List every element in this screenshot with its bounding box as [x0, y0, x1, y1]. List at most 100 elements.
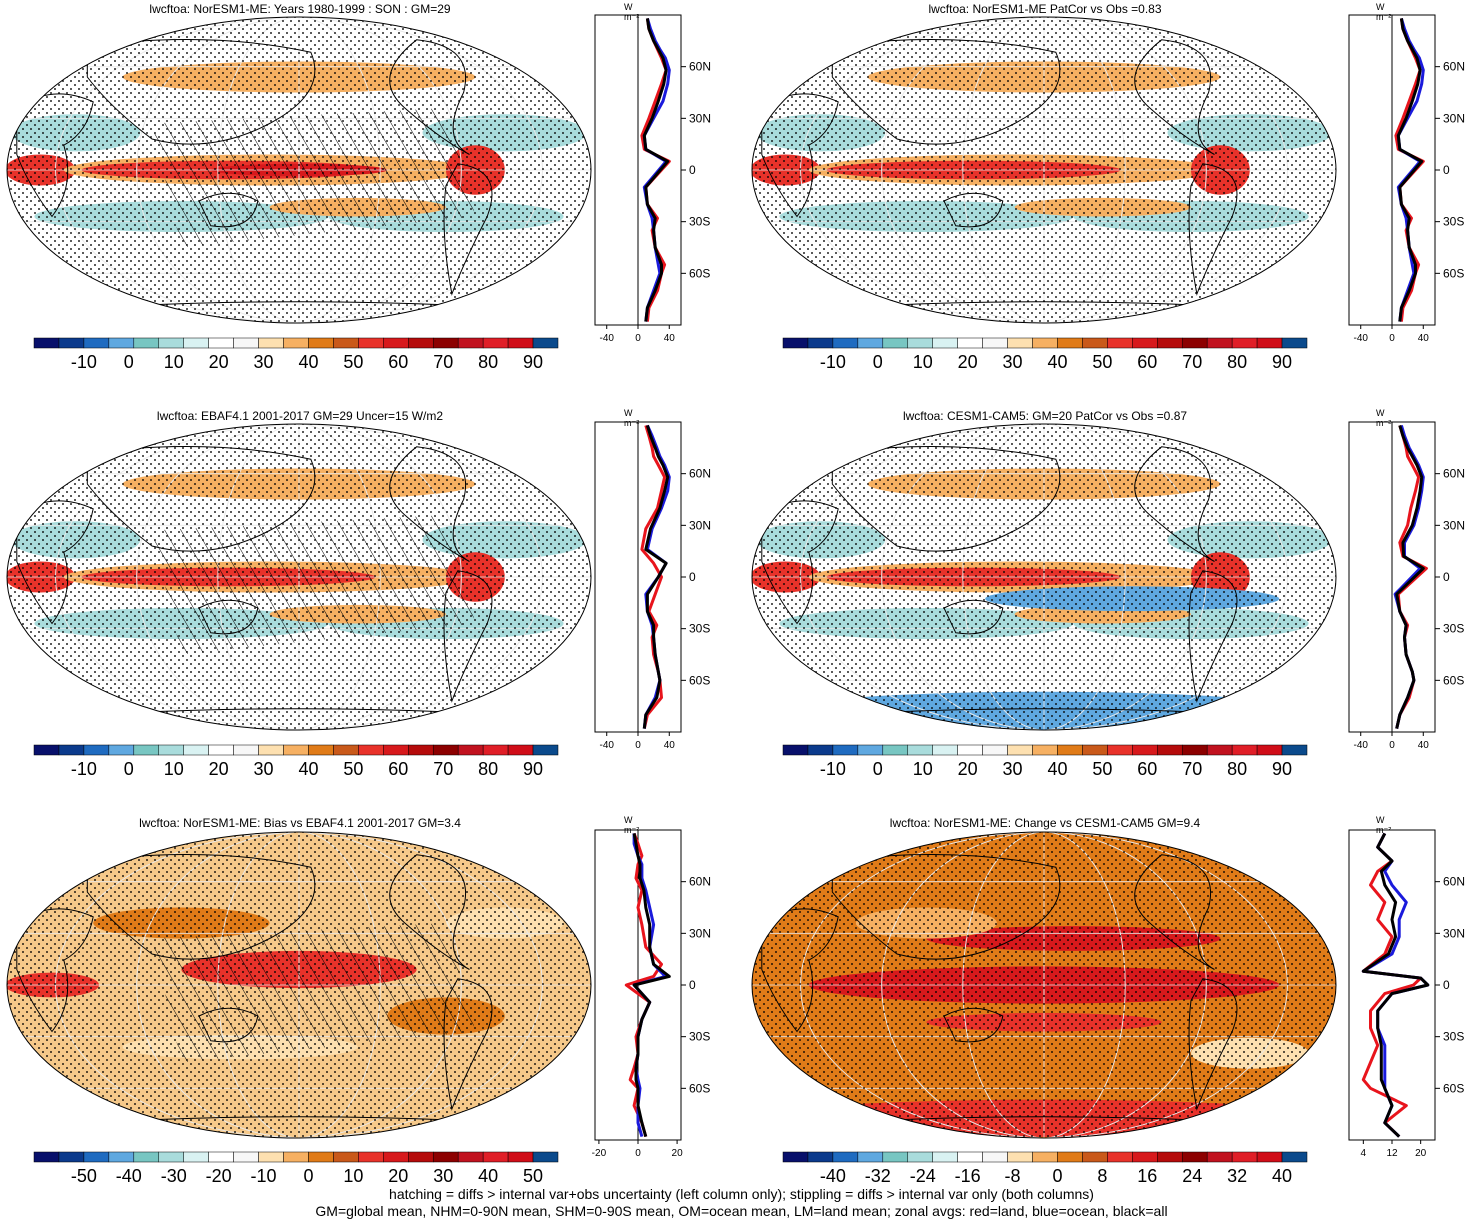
colorbar-tick-label: 20 [208, 759, 229, 779]
map [6, 831, 592, 1139]
colorbar-tick-label: 80 [478, 759, 499, 779]
colorbar-swatch [183, 744, 209, 756]
colorbar-tick-label: 30 [253, 352, 274, 372]
colorbar-tick-label: 40 [298, 352, 319, 372]
x-tick-label: 0 [635, 333, 641, 344]
land-outline [1188, 163, 1238, 296]
y-tick-label: 60N [1443, 467, 1465, 481]
colorbar-tick-label: 0 [303, 1166, 314, 1186]
y-tick-label: 30S [1443, 215, 1464, 229]
stippling [752, 832, 1336, 1138]
x-tick-label: 20 [1415, 1148, 1427, 1159]
x-tick-label: 0 [635, 740, 641, 751]
colorbar-swatch [1057, 1151, 1083, 1163]
colorbar-tick-label: 60 [1137, 759, 1158, 779]
colorbar-swatch [283, 1151, 309, 1163]
colorbar-tick-label: -40 [115, 1166, 142, 1186]
colorbar-swatch [1231, 337, 1258, 349]
y-tick-label: 30N [1443, 518, 1465, 532]
land-outline [443, 163, 493, 296]
y-tick-label: 30S [1443, 622, 1464, 636]
zonal-unit: W m⁻² [1376, 2, 1392, 22]
land-outline [198, 599, 259, 635]
x-tick-label: 40 [1418, 333, 1430, 344]
land-outline [198, 1007, 259, 1043]
colorbar-swatch [1206, 744, 1233, 756]
colorbar-tick-label: 50 [1092, 759, 1113, 779]
colorbar-swatch [1082, 337, 1108, 349]
colorbar-tick-label: 20 [957, 759, 978, 779]
y-tick-label: 30N [1443, 926, 1465, 940]
colorbar-swatch [832, 1151, 859, 1163]
colorbar-swatch [932, 744, 958, 756]
y-tick-label: 0 [689, 570, 696, 584]
panel-title: lwcftoa: EBAF4.1 2001-2017 GM=29 Uncer=1… [156, 409, 444, 423]
colorbar-tick-label: -8 [1004, 1166, 1021, 1186]
colorbar-tick-label: -10 [70, 352, 97, 372]
colorbar-swatch [33, 1151, 60, 1163]
colorbar-swatch [932, 1151, 958, 1163]
y-tick-label: 60S [689, 1081, 710, 1095]
colorbar-swatch [1132, 337, 1158, 349]
colorbar-swatch [907, 337, 933, 349]
colorbar-tick-label: 40 [298, 759, 319, 779]
colorbar-tick-label: -40 [819, 1166, 846, 1186]
colorbar-swatch [283, 337, 309, 349]
colorbar-swatch [782, 337, 809, 349]
colorbar-swatch [1132, 1151, 1158, 1163]
y-tick-label: 30N [689, 518, 711, 532]
x-tick-label: 40 [664, 333, 676, 344]
map-border [6, 423, 592, 731]
colorbar-tick-label: 60 [1137, 352, 1158, 372]
zonal-line-black [1396, 18, 1424, 322]
colorbar-tick-label: -10 [70, 759, 97, 779]
colorbar [782, 744, 1308, 756]
colorbar-swatch [957, 744, 983, 756]
colorbar-swatch [258, 1151, 284, 1163]
colorbar-swatch [308, 337, 334, 349]
colorbar-tick-label: 10 [912, 759, 933, 779]
colorbar-tick-label: 90 [1272, 352, 1293, 372]
colorbar-tick-label: 30 [1002, 759, 1023, 779]
colorbar-tick-label: 10 [343, 1166, 364, 1186]
colorbar-swatch [83, 744, 110, 756]
colorbar-swatch [208, 1151, 234, 1163]
colorbar-swatch [457, 1151, 484, 1163]
colorbar-swatch [1032, 1151, 1058, 1163]
zonal-unit: W m⁻² [624, 2, 640, 22]
colorbar-tick-label: 90 [1272, 759, 1293, 779]
colorbar-swatch [932, 337, 958, 349]
hatching [152, 923, 476, 1063]
colorbar-swatch [1181, 744, 1208, 756]
colorbar [33, 744, 559, 756]
colorbar-swatch [857, 337, 884, 349]
y-tick-label: 60N [1443, 60, 1465, 74]
zonal-line-black [1361, 832, 1430, 1138]
colorbar-swatch [457, 744, 484, 756]
x-tick-label: 40 [1418, 740, 1430, 751]
colorbar-swatch [907, 1151, 933, 1163]
colorbar-swatch [1181, 1151, 1208, 1163]
y-tick-label: 30S [1443, 1030, 1464, 1044]
hatching [152, 515, 476, 655]
colorbar-swatch [283, 744, 309, 756]
y-tick-label: 30S [689, 622, 710, 636]
colorbar-swatch [1007, 1151, 1033, 1163]
land-outline [443, 978, 493, 1111]
zonal-mean-plot: 60N 30N 0 30S 60S -20 0 20 [592, 829, 711, 1159]
footer-note-1: hatching = diffs > internal var+obs unce… [389, 1186, 1094, 1202]
colorbar-swatch [957, 337, 983, 349]
x-tick-label: -40 [1354, 740, 1369, 751]
y-tick-label: 60N [689, 875, 711, 889]
land-outline [16, 93, 94, 218]
colorbar-swatch [907, 744, 933, 756]
colorbar-swatch [108, 744, 135, 756]
colorbar-swatch [233, 744, 259, 756]
colorbar-swatch [1057, 744, 1083, 756]
colorbar-swatch [982, 337, 1008, 349]
zonal-mean-plot: 60N 30N 0 30S 60S -40 0 40 [594, 421, 711, 751]
land-outline [943, 599, 1004, 635]
y-tick-label: 30N [689, 926, 711, 940]
colorbar-tick-label: 50 [343, 352, 364, 372]
colorbar-swatch [882, 337, 909, 349]
